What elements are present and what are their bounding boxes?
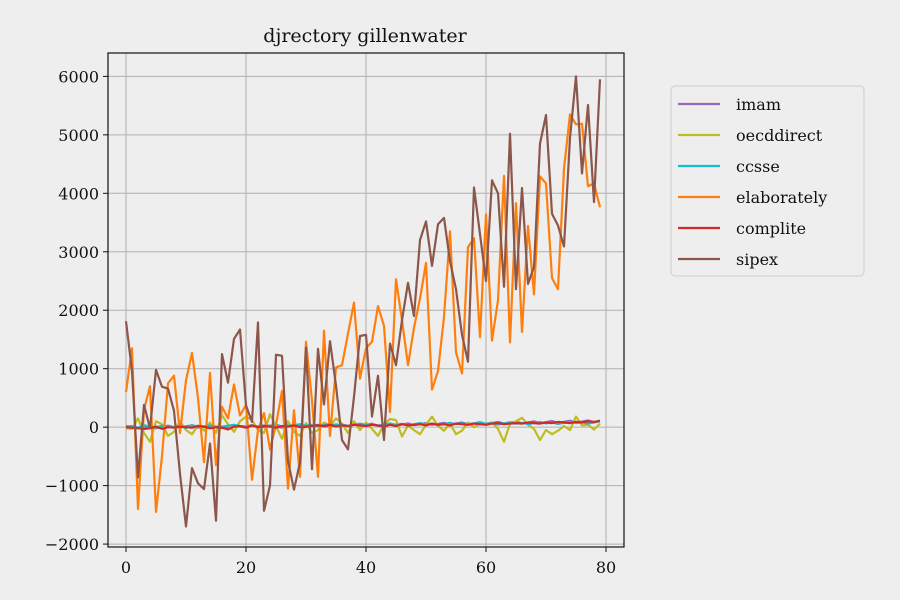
- y-tick-label: 3000: [58, 243, 99, 262]
- legend-label: sipex: [736, 250, 778, 269]
- y-tick-label: −2000: [45, 535, 99, 554]
- y-tick-label: 5000: [58, 126, 99, 145]
- series-line-complite: [125, 419, 601, 431]
- chart-title: djrectory gillenwater: [263, 25, 467, 47]
- x-tick-label: 20: [236, 558, 256, 577]
- legend-label: ccsse: [736, 157, 780, 176]
- series-line-elaborately: [124, 113, 602, 513]
- y-axis: −2000 −1000 0 1000 2000 3000 4000 5000 6000: [45, 67, 108, 554]
- x-axis: 0 20 40 60 80: [121, 547, 616, 577]
- legend-label: imam: [736, 95, 781, 114]
- x-tick-label: 0: [121, 558, 131, 577]
- y-tick-label: 6000: [58, 67, 99, 86]
- legend-label: oecddirect: [736, 126, 823, 145]
- x-tick-label: 60: [476, 558, 496, 577]
- x-tick-label: 40: [356, 558, 376, 577]
- y-tick-label: 1000: [58, 360, 99, 379]
- y-tick-label: −1000: [45, 477, 99, 496]
- legend-box: [670, 85, 865, 277]
- x-tick-label: 80: [596, 558, 616, 577]
- series-layer: [124, 75, 602, 528]
- y-tick-label: 4000: [58, 184, 99, 203]
- y-tick-label: 0: [89, 418, 99, 437]
- legend-label: elaborately: [736, 188, 827, 207]
- legend: imam oecddirect ccsse elaborately complite si…: [670, 85, 865, 277]
- legend-label: complite: [736, 219, 806, 238]
- y-tick-label: 2000: [58, 301, 99, 320]
- series-line-sipex: [124, 75, 602, 528]
